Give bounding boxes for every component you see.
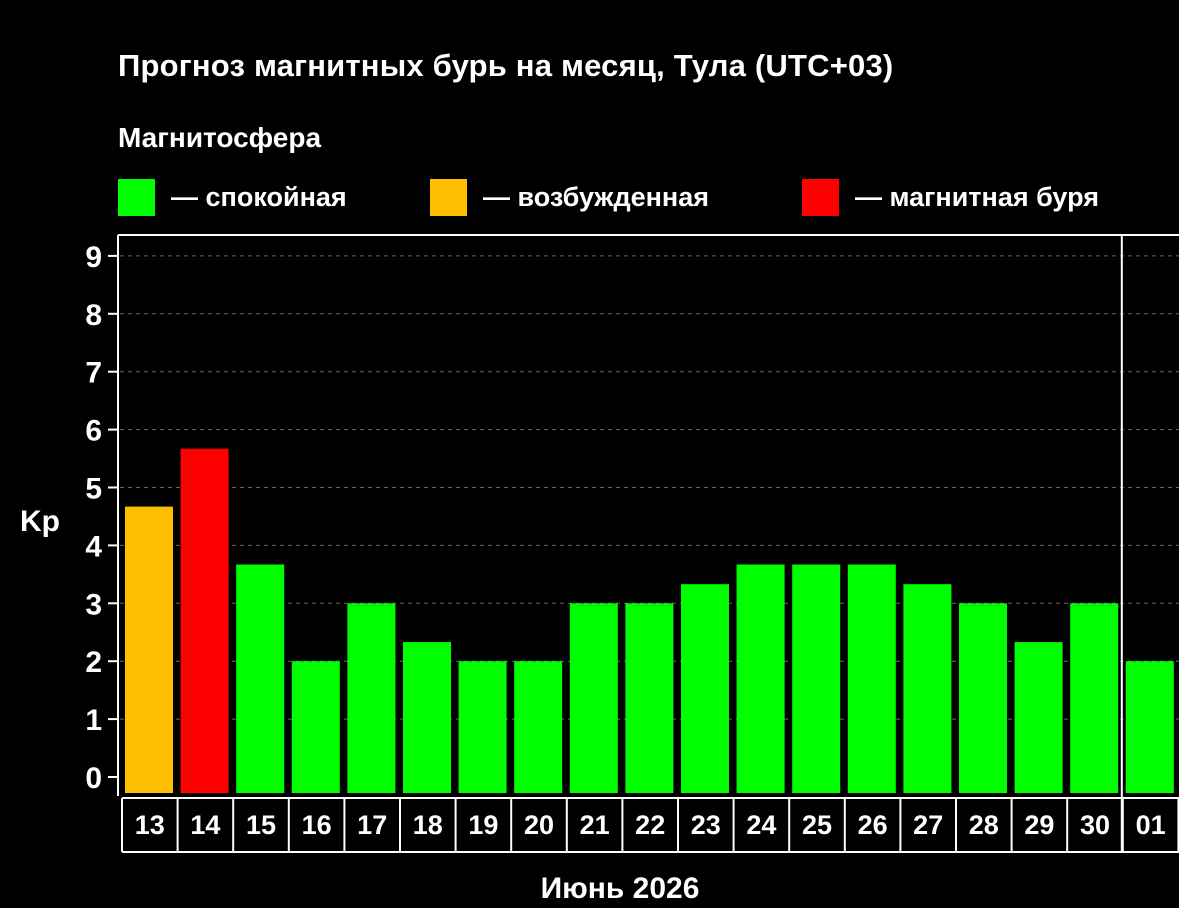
y-axis-label: Kp <box>20 505 60 538</box>
y-tick-label: 0 <box>85 762 102 795</box>
y-tick-label: 6 <box>85 415 102 448</box>
x-tick-label-19: 19 <box>468 810 498 840</box>
legend-label-excited: — возбужденная <box>483 181 709 212</box>
bar-01 <box>1125 661 1174 793</box>
x-tick-label-16: 16 <box>302 810 332 840</box>
y-tick-label: 4 <box>85 530 102 563</box>
bar-21 <box>569 603 618 793</box>
legend: — спокойная — возбужденная — магнитная б… <box>118 178 1178 216</box>
bar-16 <box>291 661 340 793</box>
x-tick-label-25: 25 <box>802 810 832 840</box>
x-tick-label-15: 15 <box>246 810 276 840</box>
x-tick-label-28: 28 <box>969 810 999 840</box>
bar-29 <box>1014 642 1063 793</box>
legend-swatch-calm <box>118 178 155 216</box>
y-tick-label: 7 <box>85 357 102 390</box>
y-tick-label: 2 <box>85 646 102 679</box>
bars-layer <box>125 448 1174 793</box>
legend-swatch-storm <box>802 178 839 216</box>
bar-14 <box>180 448 229 793</box>
bar-19 <box>458 661 507 793</box>
x-tick-label-26: 26 <box>858 810 888 840</box>
x-tick-label-20: 20 <box>524 810 554 840</box>
axis-layer <box>108 234 1179 853</box>
y-tick-label: 5 <box>85 473 102 506</box>
legend-item-excited: — возбужденная <box>430 178 709 216</box>
bar-20 <box>514 661 563 793</box>
bar-13 <box>125 506 173 793</box>
x-tick-label-30: 30 <box>1080 810 1110 840</box>
bar-30 <box>1070 603 1119 793</box>
y-tick-label: 8 <box>85 299 102 332</box>
bar-26 <box>847 564 896 793</box>
legend-swatch-excited <box>430 178 467 216</box>
bar-15 <box>236 564 285 793</box>
x-tick-label-21: 21 <box>580 810 610 840</box>
y-tick-label: 9 <box>85 241 102 274</box>
x-tick-label-23: 23 <box>691 810 721 840</box>
bar-23 <box>681 584 729 793</box>
bar-17 <box>347 603 396 793</box>
bar-27 <box>903 584 952 793</box>
chart-title: Прогноз магнитных бурь на месяц, Тула (U… <box>118 48 894 83</box>
y-tick-label: 3 <box>85 588 102 621</box>
x-tick-label-24: 24 <box>746 810 776 840</box>
bar-22 <box>625 603 674 793</box>
bar-25 <box>792 564 841 793</box>
x-tick-label-27: 27 <box>913 810 943 840</box>
bar-18 <box>403 642 451 793</box>
legend-label-calm: — спокойная <box>171 181 347 212</box>
legend-heading: Магнитосфера <box>118 122 322 153</box>
x-tick-label-18: 18 <box>413 810 443 840</box>
x-tick-label-17: 17 <box>357 810 387 840</box>
legend-label-storm: — магнитная буря <box>855 181 1099 212</box>
bar-28 <box>959 603 1007 793</box>
legend-item-storm: — магнитная буря <box>802 178 1099 216</box>
legend-item-calm: — спокойная <box>118 178 347 216</box>
x-tick-label-29: 29 <box>1024 810 1054 840</box>
x-tick-label-13: 13 <box>135 810 165 840</box>
x-axis-label: Июнь 2026 <box>540 872 700 905</box>
bar-24 <box>736 564 785 793</box>
x-tick-label-01: 01 <box>1136 810 1166 840</box>
x-tick-label-22: 22 <box>635 810 665 840</box>
x-tick-label-14: 14 <box>190 810 220 840</box>
y-tick-label: 1 <box>85 704 102 737</box>
